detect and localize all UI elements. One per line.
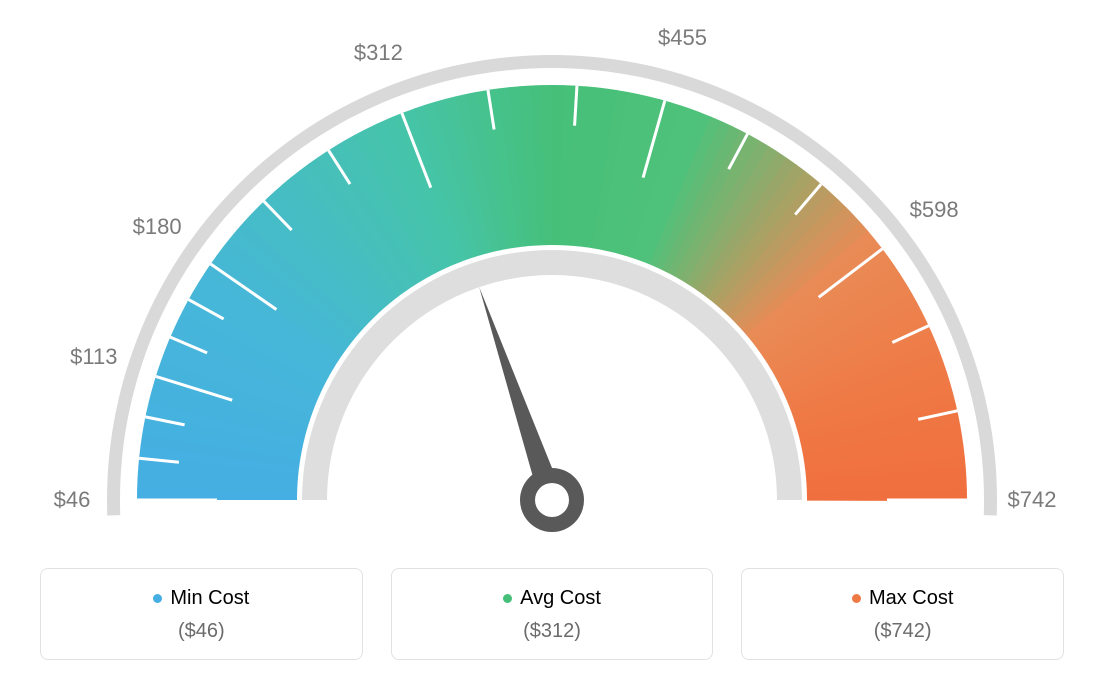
legend-dot-avg xyxy=(503,594,512,603)
legend-title-min: Min Cost xyxy=(153,587,249,610)
legend-row: Min Cost ($46) Avg Cost ($312) Max Cost … xyxy=(40,568,1064,660)
legend-card-avg: Avg Cost ($312) xyxy=(391,568,714,660)
legend-title-avg: Avg Cost xyxy=(503,587,601,610)
legend-dot-min xyxy=(153,594,162,603)
legend-label-min: Min Cost xyxy=(170,587,249,610)
legend-label-max: Max Cost xyxy=(869,587,953,610)
legend-value-avg: ($312) xyxy=(402,620,703,643)
gauge-tick-label: $598 xyxy=(910,197,959,223)
gauge-tick-label: $742 xyxy=(1008,487,1057,513)
legend-label-avg: Avg Cost xyxy=(520,587,601,610)
gauge-tick-label: $180 xyxy=(133,214,182,240)
gauge-tick-label: $455 xyxy=(658,25,707,51)
legend-card-max: Max Cost ($742) xyxy=(741,568,1064,660)
legend-value-min: ($46) xyxy=(51,620,352,643)
legend-title-max: Max Cost xyxy=(852,587,953,610)
gauge-tick-label: $312 xyxy=(354,40,403,66)
legend-dot-max xyxy=(852,594,861,603)
legend-card-min: Min Cost ($46) xyxy=(40,568,363,660)
cost-gauge: $46 $113 $180 $312 $455 $598 $742 xyxy=(0,0,1104,560)
legend-value-max: ($742) xyxy=(752,620,1053,643)
gauge-tick-label: $46 xyxy=(54,487,91,513)
gauge-svg xyxy=(0,0,1104,560)
gauge-tick-label: $113 xyxy=(70,344,117,370)
